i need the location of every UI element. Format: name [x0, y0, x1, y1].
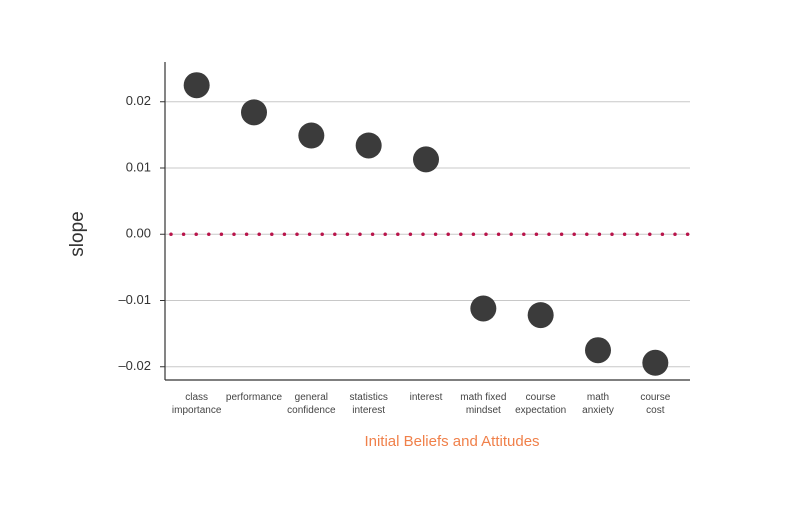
x-tick-label-line: math: [587, 392, 609, 403]
x-tick-label-line: mindset: [466, 405, 501, 416]
x-tick-label-line: course: [526, 392, 556, 403]
x-tick-label-line: expectation: [515, 405, 566, 416]
x-tick-label-line: importance: [172, 405, 222, 416]
x-tick-label: class importance: [172, 392, 222, 416]
x-tick-label: statistics interest: [349, 392, 387, 416]
x-tick-label-line: general: [295, 392, 328, 403]
y-axis-label: slope: [67, 211, 88, 256]
dot: [585, 337, 611, 364]
dot: [355, 132, 382, 159]
dot: [241, 99, 267, 126]
x-tick-label: general confidence: [287, 392, 336, 416]
x-tick-label-line: confidence: [287, 405, 336, 416]
y-tick-label: 0.01: [126, 159, 151, 174]
x-tick-label: math fixed mindset: [460, 392, 506, 416]
dot: [298, 122, 325, 149]
x-tick-label: course expectation: [515, 392, 566, 416]
x-tick-label-line: course: [640, 392, 670, 403]
x-tick-label-line: cost: [646, 405, 665, 416]
y-tick-label: –0.02: [118, 358, 151, 373]
x-tick-label-line: interest: [352, 405, 385, 416]
x-tick-label-line: performance: [226, 392, 283, 403]
dot: [470, 295, 497, 322]
x-tick-label: course cost: [640, 392, 670, 416]
dot: [413, 146, 439, 173]
dot: [527, 302, 554, 329]
x-tick-label: performance: [226, 392, 283, 403]
x-tick-label: interest: [410, 392, 443, 403]
y-tick-label: 0.00: [126, 226, 151, 241]
y-tick-label: –0.01: [118, 292, 151, 307]
x-tick-label-line: math fixed: [460, 392, 506, 403]
dot: [642, 349, 669, 376]
dot: [183, 72, 210, 99]
x-tick-label-line: anxiety: [582, 405, 614, 416]
x-tick-label-line: statistics: [349, 392, 387, 403]
x-axis-label: Initial Beliefs and Attitudes: [364, 433, 539, 450]
x-tick-label: math anxiety: [582, 392, 614, 416]
y-tick-label: 0.02: [126, 93, 151, 108]
x-tick-label-line: interest: [410, 392, 443, 403]
x-tick-label-line: class: [185, 392, 208, 403]
